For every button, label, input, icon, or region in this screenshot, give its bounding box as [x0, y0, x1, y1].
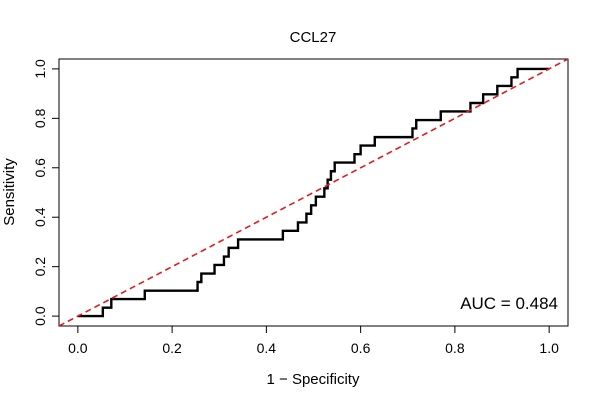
y-tick-label: 0.0	[32, 306, 48, 326]
x-axis-label: 1 − Specificity	[267, 371, 360, 388]
x-tick-label: 0.0	[68, 340, 88, 356]
y-tick-label: 1.0	[32, 59, 48, 79]
y-tick-label: 0.2	[32, 257, 48, 277]
plot-frame	[58, 58, 569, 327]
x-tick-label: 0.2	[162, 340, 182, 356]
y-tick-label: 0.6	[32, 158, 48, 178]
x-tick-label: 0.6	[351, 340, 371, 356]
reference-diagonal-line	[59, 59, 568, 326]
series-group	[59, 59, 568, 326]
x-tick-label: 1.0	[539, 340, 559, 356]
y-tick-label: 0.4	[32, 207, 48, 227]
x-tick-label: 0.8	[445, 340, 465, 356]
x-tick-label: 0.4	[257, 340, 277, 356]
y-axis-label: Sensitivity	[1, 158, 18, 226]
axis-ticks: 0.0 0.2 0.4 0.6 0.8 1.0 0.0 0.2 0.4 0.6 0.8 1.0	[32, 59, 559, 356]
auc-annotation: AUC = 0.484	[460, 294, 558, 313]
y-tick-label: 0.8	[32, 108, 48, 128]
chart-title: CCL27	[290, 29, 337, 46]
